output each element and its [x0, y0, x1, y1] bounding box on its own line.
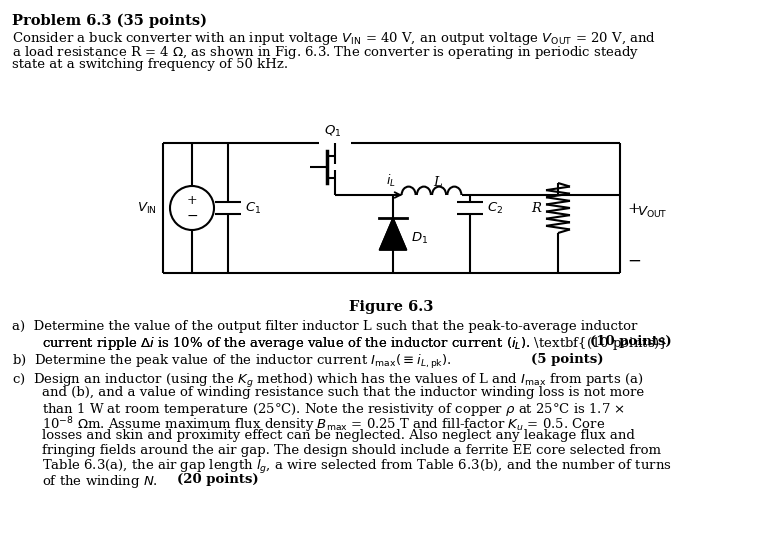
Text: R: R [531, 202, 541, 214]
Text: a load resistance R = 4 $\Omega$, as shown in Fig. 6.3. The converter is operati: a load resistance R = 4 $\Omega$, as sho… [12, 44, 639, 61]
Text: 10$^{-8}$ $\Omega$m. Assume maximum flux density $B_{\rm max}$ = 0.25 T and fill: 10$^{-8}$ $\Omega$m. Assume maximum flux… [42, 415, 605, 434]
Text: of the winding $N$.: of the winding $N$. [42, 473, 158, 490]
Text: (5 points): (5 points) [531, 353, 604, 366]
Text: than 1 W at room temperature (25°C). Note the resistivity of copper $\rho$ at 25: than 1 W at room temperature (25°C). Not… [42, 400, 625, 418]
Text: (20 points): (20 points) [177, 473, 258, 486]
Text: state at a switching frequency of 50 kHz.: state at a switching frequency of 50 kHz… [12, 58, 288, 71]
Text: $V_{\rm OUT}$: $V_{\rm OUT}$ [637, 204, 668, 219]
Text: a)  Determine the value of the output filter inductor L such that the peak-to-av: a) Determine the value of the output fil… [12, 320, 637, 333]
Text: L: L [434, 176, 442, 189]
Text: b)  Determine the peak value of the inductor current $I_{\rm max}$$(\equiv i_{L,: b) Determine the peak value of the induc… [12, 353, 452, 371]
Polygon shape [379, 218, 407, 250]
Text: (10 points): (10 points) [590, 335, 671, 348]
Text: current ripple $\Delta i$ is 10% of the average value of the inductor current $(: current ripple $\Delta i$ is 10% of the … [42, 335, 530, 351]
Text: −: − [186, 209, 198, 223]
Text: c)  Design an inductor (using the $K_g$ method) which has the values of L and $I: c) Design an inductor (using the $K_g$ m… [12, 372, 643, 389]
Text: $D_1$: $D_1$ [411, 231, 427, 246]
Text: losses and skin and proximity effect can be neglected. Also neglect any leakage : losses and skin and proximity effect can… [42, 429, 635, 442]
Text: Consider a buck converter with an input voltage $V_{\rm IN}$ = 40 V, an output v: Consider a buck converter with an input … [12, 30, 656, 47]
Text: $C_1$: $C_1$ [245, 201, 261, 216]
Text: −: − [627, 252, 641, 270]
Text: $Q_1$: $Q_1$ [325, 124, 341, 139]
Text: and (b), and a value of winding resistance such that the inductor winding loss i: and (b), and a value of winding resistan… [42, 386, 644, 399]
Text: +: + [627, 202, 640, 216]
Text: fringing fields around the air gap. The design should include a ferrite EE core : fringing fields around the air gap. The … [42, 444, 661, 457]
Text: Figure 6.3: Figure 6.3 [349, 300, 433, 314]
Text: Table 6.3(a), the air gap length $l_g$, a wire selected from Table 6.3(b), and t: Table 6.3(a), the air gap length $l_g$, … [42, 458, 672, 476]
Text: +: + [187, 193, 197, 207]
Text: $V_{\rm IN}$: $V_{\rm IN}$ [137, 201, 157, 216]
Text: current ripple $\Delta i$ is 10% of the average value of the inductor current $(: current ripple $\Delta i$ is 10% of the … [42, 335, 668, 351]
Text: Problem 6.3 (35 points): Problem 6.3 (35 points) [12, 14, 207, 28]
Text: $C_2$: $C_2$ [487, 201, 503, 216]
Text: $i_L$: $i_L$ [386, 173, 396, 189]
